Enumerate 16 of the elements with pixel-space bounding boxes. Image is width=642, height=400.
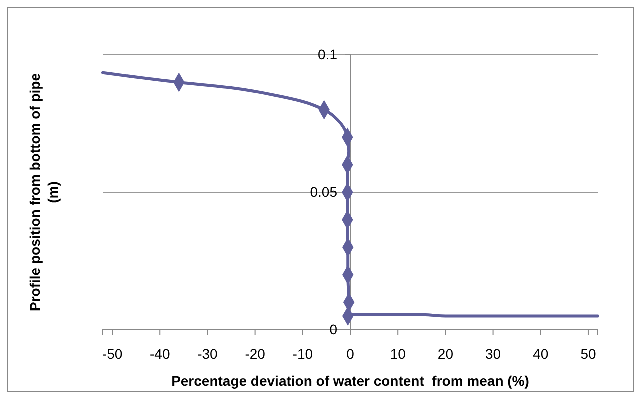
x-tick-label: 30 — [486, 346, 502, 362]
x-axis-title: Percentage deviation of water content from mean (%) — [172, 373, 530, 389]
y-axis-title: Profile position from bottom of pipe (m) — [27, 73, 62, 312]
x-tick-label: 0 — [346, 346, 355, 362]
x-tick-label: -10 — [292, 346, 314, 362]
x-tick-label: -50 — [102, 346, 123, 362]
x-tick-label: -30 — [198, 346, 218, 362]
x-tick-label: 40 — [533, 346, 549, 362]
y-tick-label: 0.05 — [310, 184, 338, 200]
y-tick-label: 0 — [330, 321, 338, 338]
x-tick-label: -20 — [245, 346, 266, 362]
x-tick-label: -40 — [150, 346, 170, 362]
x-tick-label: 10 — [390, 346, 406, 362]
x-tick-label: 20 — [438, 346, 454, 362]
x-tick-label: 50 — [580, 346, 596, 362]
y-tick-label: 0.1 — [318, 46, 338, 62]
